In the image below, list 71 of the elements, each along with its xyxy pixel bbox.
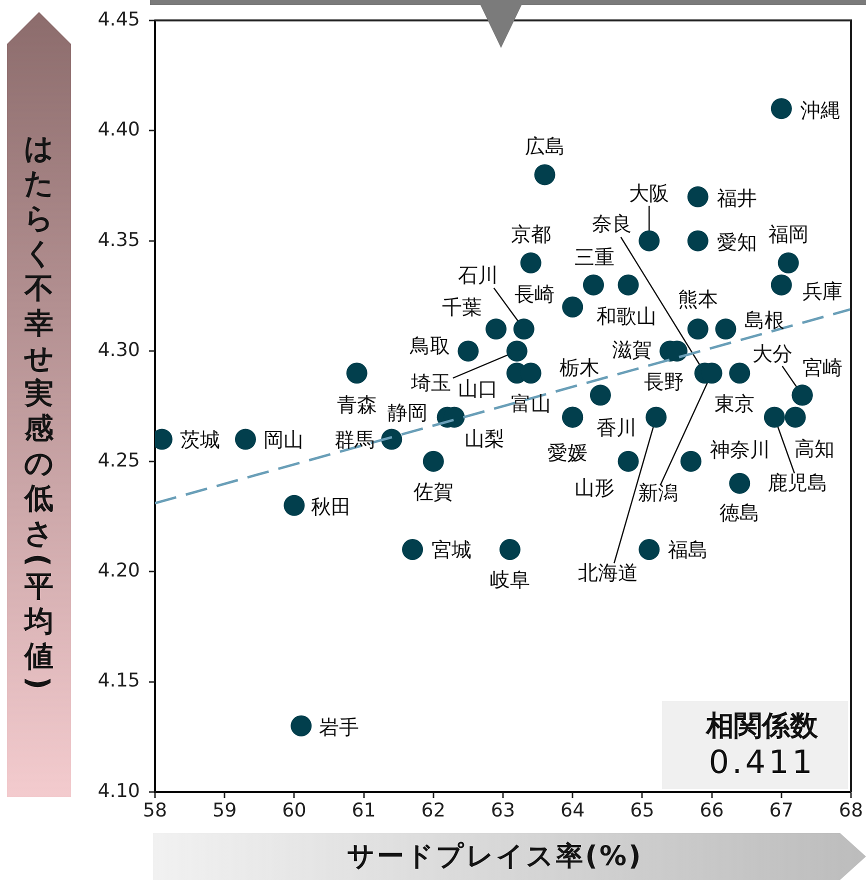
- x-tick-label: 60: [282, 799, 306, 822]
- annotation: 千葉: [442, 295, 482, 320]
- y-tick-label: 4.45: [98, 8, 140, 30]
- annotation: 愛知: [716, 230, 757, 254]
- text: はたらく不幸せ実感の低さ(平均値): [22, 131, 56, 690]
- annotation: 青森: [336, 392, 377, 416]
- annotation: 福井: [716, 186, 757, 210]
- annotation: 長崎: [514, 282, 555, 306]
- annotation: 山形: [574, 476, 614, 500]
- annotation: 愛媛: [548, 440, 588, 464]
- annotation: 新潟: [638, 480, 678, 504]
- annotation: 京都: [510, 222, 551, 246]
- annotation: 石川: [458, 263, 498, 288]
- annotation: 兵庫: [802, 279, 842, 304]
- y-tick-label: 4.30: [98, 339, 140, 362]
- annotation: 栃木: [559, 355, 600, 380]
- x-tick-label: 67: [769, 799, 794, 822]
- x-tick-label: 62: [421, 799, 446, 822]
- annotation: 群馬: [334, 427, 375, 452]
- annotation: 静岡: [387, 400, 428, 424]
- x-tick-label: 58: [142, 799, 168, 822]
- annotation: 宮城: [432, 538, 472, 562]
- annotation: 0.411: [708, 742, 816, 781]
- annotation: 三重: [574, 245, 614, 270]
- x-tick-label: 68: [838, 799, 864, 822]
- annotation: 富山: [510, 391, 551, 416]
- y-tick-label: 4.10: [98, 780, 140, 802]
- y-tick-label: 4.25: [98, 449, 140, 472]
- annotation: 北海道: [578, 560, 638, 584]
- y-tick-label: 4.35: [98, 228, 140, 251]
- annotation: 岩手: [319, 715, 360, 740]
- annotation: 秋田: [311, 494, 352, 519]
- annotation: 神奈川: [710, 438, 770, 462]
- x-tick-label: 63: [490, 799, 516, 822]
- annotation: 広島: [524, 134, 565, 158]
- annotation: 茨城: [180, 427, 220, 452]
- x-tick-label: 64: [560, 799, 585, 822]
- annotation: 沖縄: [800, 98, 840, 122]
- annotation: 香川: [596, 415, 637, 440]
- annotation: 山口: [458, 376, 498, 400]
- annotation: 島根: [744, 308, 785, 332]
- annotation: 山梨: [464, 426, 504, 450]
- y-tick-label: 4.40: [98, 118, 140, 141]
- annotation: 徳島: [720, 500, 760, 525]
- annotation: 福島: [668, 538, 708, 562]
- annotation: 佐賀: [413, 480, 454, 504]
- annotation: 鳥取: [409, 333, 450, 358]
- annotation: 熊本: [678, 287, 718, 312]
- annotation: 福岡: [768, 222, 808, 246]
- note-panel: 相関係数 0.411: [662, 701, 848, 789]
- x-tick-label: 65: [630, 799, 654, 822]
- x-axis-title: サードプレイス率(%): [347, 841, 643, 872]
- annotation: 宮崎: [802, 355, 842, 380]
- annotation: 相関係数: [706, 709, 818, 743]
- annotation: 和歌山: [596, 304, 656, 328]
- annotation: 岐阜: [490, 568, 530, 592]
- annotation: 長野: [644, 369, 684, 394]
- annotation: 大阪: [629, 181, 670, 206]
- x-tick-label: 59: [212, 799, 237, 822]
- x-tick-label: 66: [700, 799, 724, 822]
- annotation: 滋賀: [612, 337, 652, 362]
- y-tick-label: 4.15: [98, 670, 140, 692]
- x-tick-label: 61: [352, 799, 376, 822]
- annotation: 埼玉: [410, 370, 451, 394]
- annotation: 岡山: [263, 427, 304, 452]
- y-tick-label: 4.20: [98, 559, 140, 582]
- annotation: 奈良: [592, 211, 632, 236]
- annotation: 大分: [752, 341, 792, 366]
- annotation: 東京: [714, 391, 755, 416]
- annotation: 鹿児島: [767, 470, 828, 494]
- annotation: 高知: [794, 436, 834, 460]
